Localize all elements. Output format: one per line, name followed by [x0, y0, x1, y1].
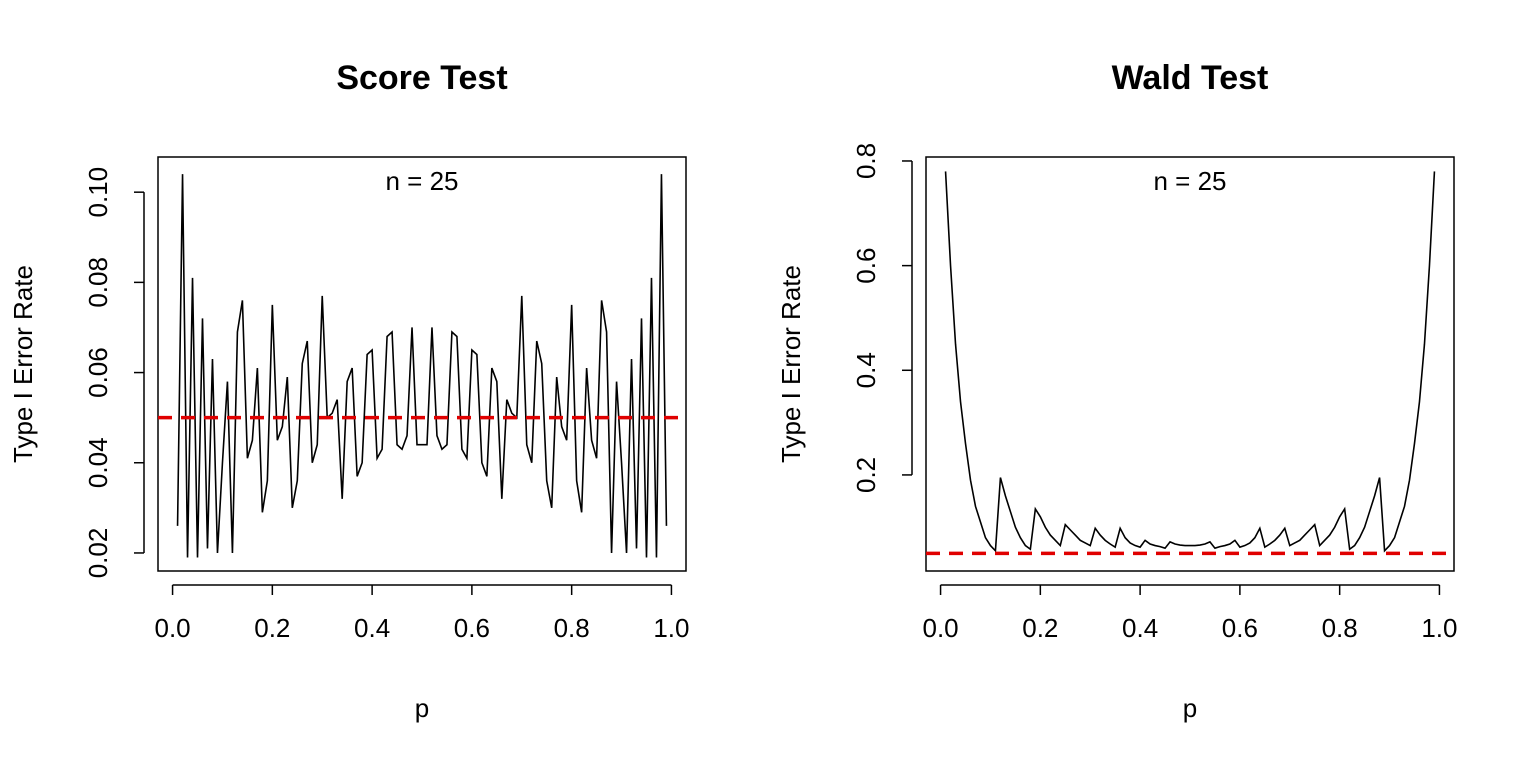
y-axis-label: Type I Error Rate [8, 265, 38, 463]
x-tick-label: 0.8 [1322, 613, 1358, 643]
x-tick-label: 0.6 [1222, 613, 1258, 643]
x-tick-label: 0.4 [354, 613, 390, 643]
chart-title: Score Test [336, 59, 507, 97]
y-tick-label: 0.4 [851, 352, 881, 388]
x-tick-label: 0.0 [922, 613, 958, 643]
y-tick-label: 0.10 [83, 167, 113, 218]
x-tick-label: 0.0 [154, 613, 190, 643]
chart-title: Wald Test [1112, 59, 1269, 97]
annotation: n = 25 [385, 166, 458, 196]
plot-box [925, 156, 1455, 572]
x-tick-label: 1.0 [1421, 613, 1457, 643]
x-axis-label: p [1183, 693, 1197, 723]
y-axis-label: Type I Error Rate [776, 265, 806, 463]
y-tick-label: 0.8 [851, 143, 881, 179]
x-tick-label: 1.0 [653, 613, 689, 643]
y-tick-label: 0.04 [83, 437, 113, 488]
x-tick-label: 0.8 [554, 613, 590, 643]
y-tick-label: 0.06 [83, 347, 113, 398]
data-line [944, 171, 1436, 553]
x-axis-label: p [415, 693, 429, 723]
x-tick-label: 0.4 [1122, 613, 1158, 643]
y-tick-label: 0.2 [851, 457, 881, 493]
x-tick-label: 0.2 [1022, 613, 1058, 643]
y-tick-label: 0.02 [83, 528, 113, 579]
data-line [176, 174, 668, 558]
x-tick-label: 0.6 [454, 613, 490, 643]
y-tick-label: 0.08 [83, 257, 113, 308]
annotation: n = 25 [1153, 166, 1226, 196]
x-tick-label: 0.2 [254, 613, 290, 643]
y-tick-label: 0.6 [851, 248, 881, 284]
plot-box [157, 156, 687, 572]
